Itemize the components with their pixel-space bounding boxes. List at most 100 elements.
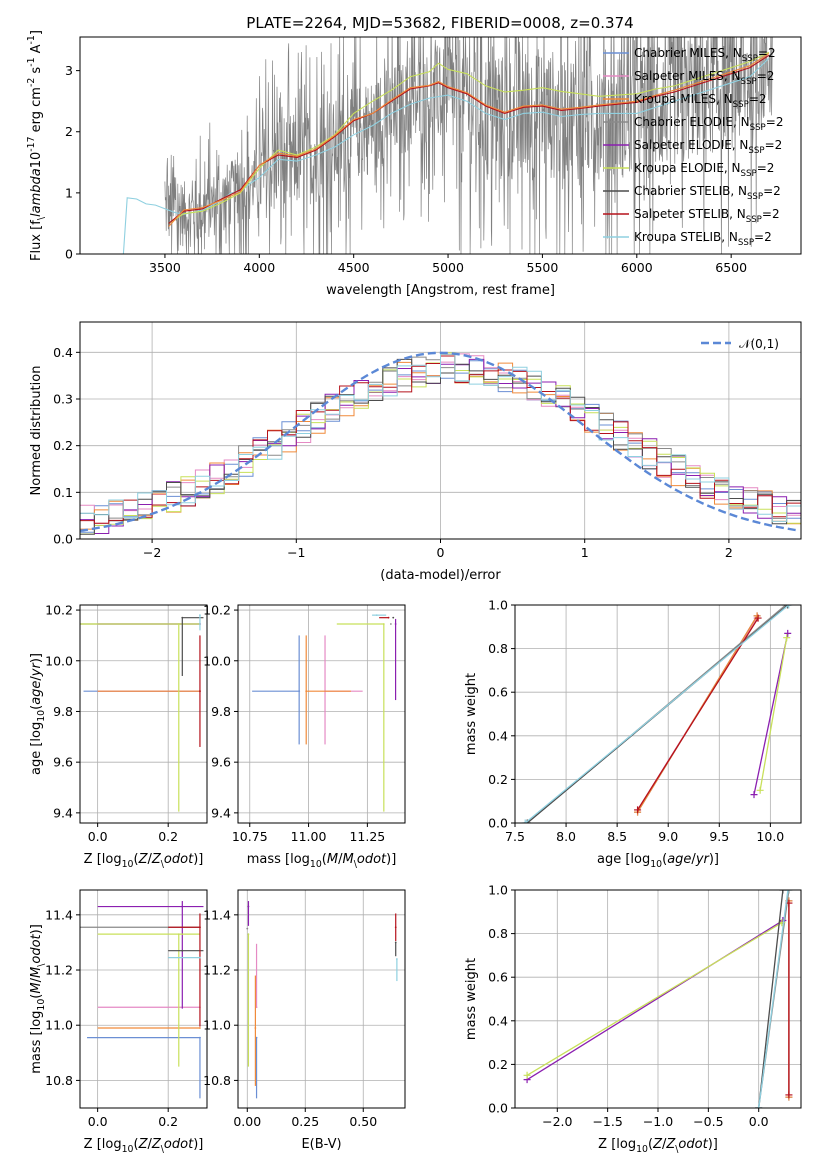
age-vs-Z-ytick-label-0: 9.4 [53,805,73,820]
weight-vs-Z-xlabel: Z [log10(Z/Z\odot)] [598,1137,718,1155]
weight-vs-age-ytick-label-5: 1.0 [488,598,508,613]
mass-vs-Z-xlabel: Z [log10(Z/Z\odot)] [84,1137,204,1155]
spectrum-ytick-label-0: 0 [65,247,73,262]
residuals-xtick-label-1: −1 [287,545,305,560]
age-vs-Z-point-salpeter-stelib [199,690,201,693]
residuals-xtick-label-4: 2 [725,545,733,560]
age-vs-Z-ytick-label-3: 10.0 [45,653,73,668]
age-vs-Z-xtick-label-0: 0.0 [88,829,108,844]
weight-vs-Z-ytick-label-2: 0.4 [488,1013,508,1028]
mass-vs-Z-point-kroupa-miles [199,1027,201,1029]
residuals-panel: 𝒩(0,1) −2 −1 0 1 2 0.0 0.1 0.2 0.3 0.4 (data-model)… [29,321,802,583]
age-vs-mass-point-chabrier-miles [298,690,301,693]
weight-vs-age-ylabel: mass weight [464,673,479,755]
weight-vs-age-xtick-label-5: 10.0 [756,829,784,844]
spectrum-legend-label-4: Salpeter ELODIE, NSSP=2 [634,138,782,156]
weight-vs-age-ytick-label-4: 0.8 [488,641,508,656]
age-vs-Z-plot-area [80,614,204,812]
weight-vs-Z-ytick-label-0: 0.0 [488,1101,508,1116]
weight-vs-Z-panel: −2.0 −1.5 −1.0 −0.5 0.0 0.0 0.2 0.4 0.6 0.8 1.0 Z [… [464,883,802,1155]
spectrum-legend: Chabrier MILES, NSSP=2 Salpeter MILES, NS… [603,46,783,248]
mass-vs-ebv-xtick-label-0: 0.00 [233,1114,261,1129]
spectrum-legend-label-1: Salpeter MILES, NSSP=2 [634,69,774,87]
residuals-normal-curve [80,351,799,532]
mass-vs-ebv-xlabel: E(B-V) [301,1137,341,1152]
age-vs-mass-ytick-label-0: 9.4 [211,805,231,820]
weight-vs-age-xtick-label-1: 8.0 [556,829,576,844]
mass-vs-Z-xtick-label-1: 0.2 [158,1114,178,1129]
mass-vs-ebv-frame [237,889,406,1109]
age-vs-mass-point-chabrier-stelib [392,616,395,619]
spectrum-legend-label-0: Chabrier MILES, NSSP=2 [634,46,776,64]
mass-vs-ebv-point-salpeter-stelib [394,926,397,929]
age-vs-Z-ytick-label-1: 9.6 [53,755,73,770]
spectrum-frame [79,36,802,255]
residuals-hist-chabrier-stelib [80,358,801,535]
weight-vs-Z-marker-kroupa-stelib-0 [755,1104,763,1108]
mass-vs-ebv-ytick-label-1: 11.0 [203,1018,231,1033]
age-vs-Z-ytick-label-2: 9.8 [53,704,73,719]
spectrum-legend-label-5: Kroupa ELODIE, NSSP=2 [634,161,774,179]
spectrum-legend-label-6: Chabrier STELIB, NSSP=2 [634,184,781,202]
mass-vs-Z-frame [79,889,208,1109]
weight-vs-Z-ytick-label-1: 0.2 [488,1057,508,1072]
age-vs-Z-point-kroupa-elodie [177,623,180,625]
age-vs-Z-point-chabrier-stelib [181,616,184,619]
figure-title: PLATE=2264, MJD=53682, FIBERID=0008, z=0… [246,14,633,32]
age-vs-Z-xlabel: Z [log10(Z/Z\odot)] [84,852,204,870]
mass-vs-Z-panel: 0.0 0.2 10.8 11.0 11.2 11.4 Z [log10(Z/Z\odot)… [29,889,208,1155]
mass-vs-Z-ylabel: mass [log10(M/M\odot)] [29,924,47,1074]
spectrum-ytick-label-2: 2 [65,124,73,139]
weight-vs-Z-ytick-label-4: 0.8 [488,926,508,941]
weight-vs-Z-xtick-label-4: 0.0 [749,1114,769,1129]
residuals-ytick-label-2: 0.2 [53,438,73,453]
age-vs-Z-ytick-label-4: 10.2 [45,603,73,618]
residuals-legend-label: 𝒩(0,1) [739,337,779,351]
weight-vs-Z-ytick-label-3: 0.6 [488,970,508,985]
weight-vs-age-marker-kroupa-elodie-1 [783,634,791,642]
age-vs-mass-panel: 10.75 11.00 11.25 9.4 9.6 9.8 10.0 10.2 mass [lo… [203,603,406,870]
weight-vs-Z-line-kroupa-elodie [526,922,783,1076]
mass-vs-Z-xtick-label-0: 0.0 [88,1114,108,1129]
weight-vs-Z-plot-area [523,890,793,1108]
weight-vs-age-line-kroupa-stelib [524,605,790,823]
weight-vs-Z-marker-chabrier-elodie-1 [785,890,793,894]
spectrum-model-salpeter-stelib [168,54,770,224]
age-vs-Z-point-kroupa-stelib [199,614,201,617]
weight-vs-Z-marker-kroupa-elodie-0 [523,1071,531,1079]
mass-vs-Z-ytick-label-1: 11.0 [45,1018,73,1033]
age-vs-mass-xtick-label-2: 11.25 [349,829,385,844]
age-vs-mass-plot-area [252,614,397,812]
age-vs-mass-point-salpeter-stelib [387,616,390,619]
spectrum-observed-line [164,37,773,254]
weight-vs-age-ytick-label-0: 0.0 [488,816,508,831]
residuals-ytick-label-3: 0.3 [53,392,73,407]
mass-vs-ebv-point-salpeter-elodie [247,905,250,908]
mass-vs-ebv-plot-area [246,901,398,1099]
weight-vs-age-marker-salpeter-stelib-1 [754,614,762,622]
mass-vs-Z-point-kroupa-stelib [199,956,201,959]
weight-vs-age-marker-kroupa-stelib-1 [785,605,793,609]
mass-vs-Z-ytick-label-2: 11.2 [45,963,73,978]
weight-vs-age-line-kroupa-elodie [759,637,788,791]
mass-vs-ebv-ytick-label-2: 11.2 [203,963,231,978]
spectrum-ylabel: Flux [f\lambda10-17 erg cm-2 s-1 A-1] [26,30,47,261]
weight-vs-Z-xtick-label-3: −0.5 [693,1114,723,1129]
weight-vs-age-marker-kroupa-elodie-0 [756,786,764,794]
weight-vs-age-line-salpeter-elodie [753,633,789,795]
weight-vs-age-marker-kroupa-stelib-0 [521,819,529,823]
weight-vs-age-marker-salpeter-elodie-0 [750,791,758,799]
weight-vs-Z-marker-chabrier-stelib-1 [779,890,787,894]
weight-vs-age-frame [514,604,802,824]
mass-vs-ebv-point-kroupa-elodie [247,933,250,936]
age-vs-Z-xtick-label-1: 0.2 [158,829,178,844]
weight-vs-age-xtick-label-0: 7.5 [505,829,525,844]
mass-vs-ebv-point-kroupa-miles [254,1027,257,1029]
weight-vs-age-panel: 7.5 8.0 8.5 9.0 9.5 10.0 0.0 0.2 0.4 0.6 0.8 1.0 age… [464,598,802,870]
weight-vs-age-plot-area [521,605,793,823]
mass-vs-Z-point-kroupa-elodie [177,933,180,936]
residuals-plot-area [80,351,801,535]
age-vs-mass-xtick-label-1: 11.00 [291,829,327,844]
weight-vs-Z-xtick-label-0: −2.0 [542,1114,572,1129]
